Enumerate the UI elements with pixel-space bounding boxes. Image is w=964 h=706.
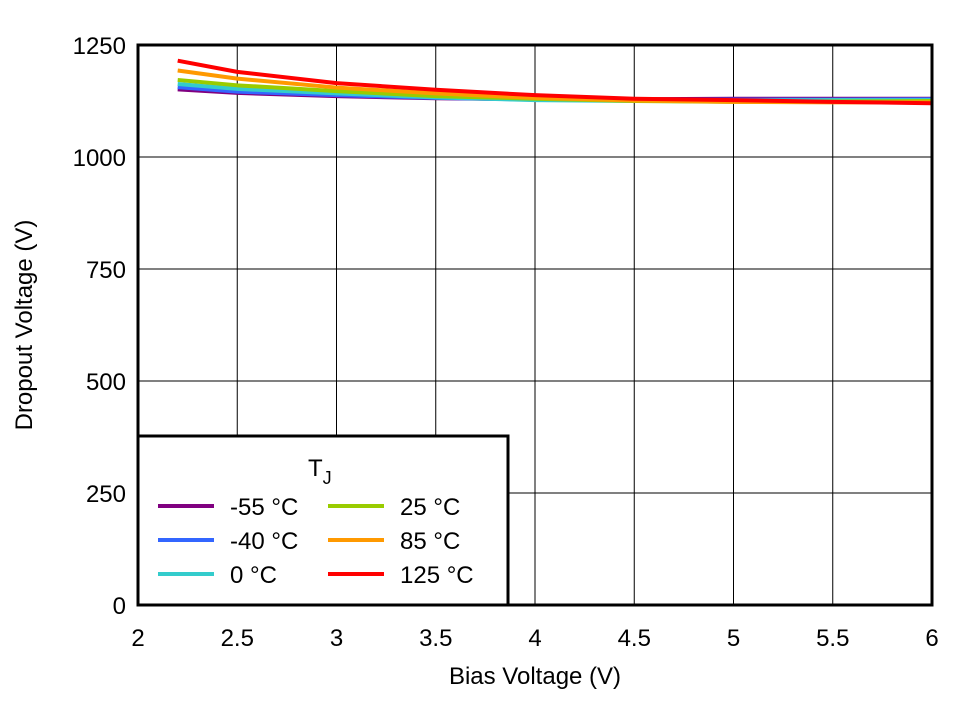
- legend-title: TJ: [308, 455, 332, 488]
- series-line-5: [177, 58, 933, 106]
- legend: TJ -55 °C -40 °C 0 °C 25 °C 85 °C 125 °C: [136, 434, 510, 607]
- y-tick-label: 250: [86, 481, 126, 508]
- y-tick-label: 1000: [73, 145, 126, 172]
- x-tick-label: 4.5: [618, 625, 651, 652]
- x-axis-label: Bias Voltage (V): [449, 663, 621, 690]
- plot-frame: [136, 43, 934, 607]
- y-tick-label: 1250: [73, 33, 126, 60]
- x-tick-label: 5: [727, 625, 740, 652]
- legend-label: 0 °C: [230, 562, 277, 589]
- legend-box: [136, 434, 510, 607]
- series-lines: [177, 58, 933, 106]
- tick-labels: 2 2.5 3 3.5 4 4.5 5 5.5 6 0 250 500 750 1000 1250: [73, 33, 939, 652]
- legend-label: 25 °C: [400, 494, 460, 521]
- x-tick-label: 5.5: [816, 625, 849, 652]
- x-tick-label: 3.5: [419, 625, 452, 652]
- x-tick-label: 4: [528, 625, 541, 652]
- y-axis-label: Dropout Voltage (V): [11, 220, 38, 431]
- y-tick-label: 750: [86, 257, 126, 284]
- x-tick-label: 6: [925, 625, 938, 652]
- y-tick-label: 0: [113, 593, 126, 620]
- x-tick-label: 2: [131, 625, 144, 652]
- legend-label: 125 °C: [400, 562, 474, 589]
- legend-label: 85 °C: [400, 528, 460, 555]
- x-tick-label: 3: [330, 625, 343, 652]
- y-tick-label: 500: [86, 369, 126, 396]
- legend-label: -40 °C: [230, 528, 298, 555]
- legend-label: -55 °C: [230, 494, 298, 521]
- x-tick-label: 2.5: [221, 625, 254, 652]
